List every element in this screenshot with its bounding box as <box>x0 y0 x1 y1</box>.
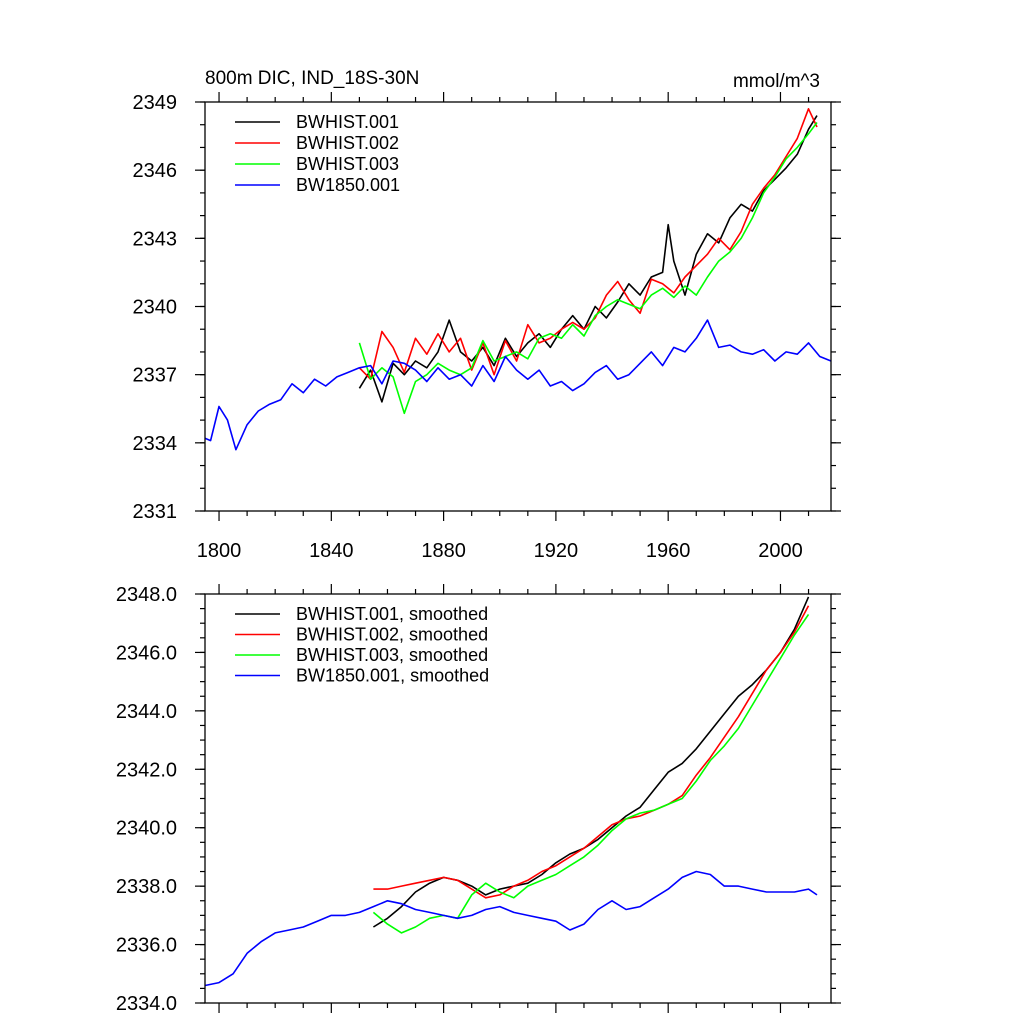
top-y-tick-label: 2337 <box>133 365 178 387</box>
top-chart-units: mmol/m^3 <box>733 71 820 92</box>
top-y-tick-label: 2331 <box>133 501 178 523</box>
top-series-line-3 <box>358 122 818 415</box>
bottom-y-tick-label: 2340.0 <box>116 818 177 840</box>
bottom-y-tick-label: 2334.0 <box>116 993 177 1015</box>
bottom-y-tick-label: 2348.0 <box>116 584 177 606</box>
top-legend-label: BW1850.001 <box>296 175 400 195</box>
top-x-tick-label: 1880 <box>421 540 466 562</box>
bottom-series-line-4 <box>204 870 818 987</box>
top-legend-label: BWHIST.003 <box>296 154 399 174</box>
bottom-legend-label: BW1850.001, smoothed <box>296 666 489 686</box>
bottom-y-tick-label: 2346.0 <box>116 642 177 664</box>
top-x-tick-label: 1800 <box>197 540 242 562</box>
top-x-tick-label: 1840 <box>309 540 354 562</box>
bottom-y-tick-label: 2338.0 <box>116 876 177 898</box>
bottom-plot-frame <box>204 593 832 1004</box>
top-y-tick-label: 2349 <box>133 92 178 114</box>
top-legend-label: BWHIST.002 <box>296 133 399 153</box>
bottom-panel: 2334.0 2336.0 2338.0 2340.0 2342.0 2344.0 2346… <box>116 584 841 1015</box>
bottom-legend-label: BWHIST.002, smoothed <box>296 625 488 645</box>
top-y-tick-label: 2334 <box>133 433 178 455</box>
top-chart-title: 800m DIC, IND_18S-30N <box>205 68 419 89</box>
bottom-y-tick-label: 2336.0 <box>116 935 177 957</box>
top-legend-label: BWHIST.001 <box>296 112 399 132</box>
top-y-tick-label: 2343 <box>133 228 178 250</box>
top-x-tick-label: 2000 <box>758 540 803 562</box>
bottom-legend-label: BWHIST.001, smoothed <box>296 604 488 624</box>
top-plot-frame <box>204 101 832 512</box>
top-panel: 800m DIC, IND_18S-30N mmol/m^3 1800 1840 1… <box>133 68 841 562</box>
top-series-line-1 <box>358 115 818 403</box>
top-series-line-4 <box>204 319 832 451</box>
bottom-y-tick-label: 2342.0 <box>116 759 177 781</box>
top-y-tick-label: 2346 <box>133 160 178 182</box>
top-y-tick-label: 2340 <box>133 297 178 319</box>
top-series-line-2 <box>358 108 818 381</box>
bottom-legend-label: BWHIST.003, smoothed <box>296 645 488 665</box>
top-x-tick-label: 1920 <box>534 540 579 562</box>
bottom-series-line-2 <box>373 605 810 899</box>
top-x-tick-label: 1960 <box>646 540 691 562</box>
bottom-y-tick-label: 2344.0 <box>116 701 177 723</box>
